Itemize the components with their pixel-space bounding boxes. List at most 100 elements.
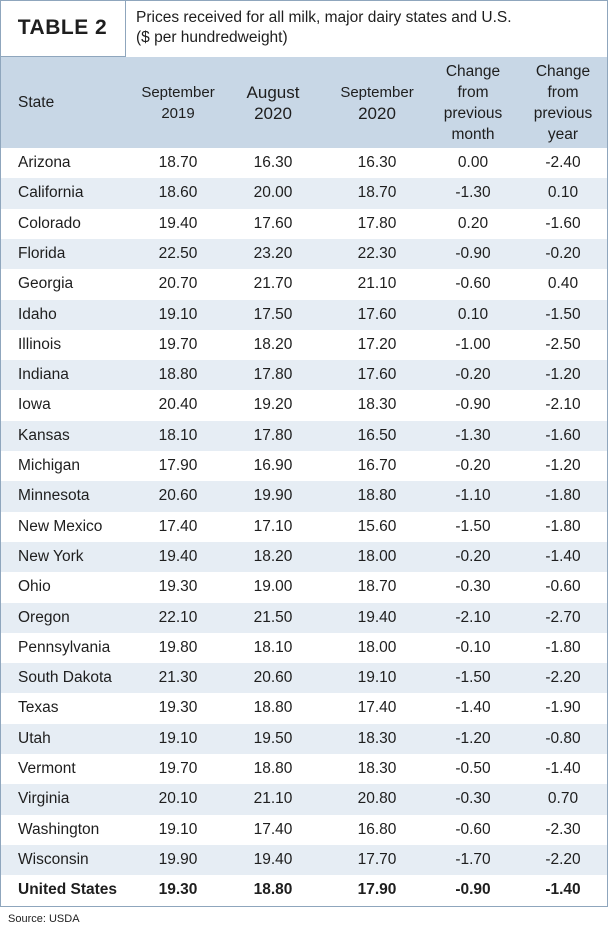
- table-cell: 18.20: [253, 547, 293, 565]
- table-cell: 22.30: [357, 244, 397, 262]
- table-cell: 18.30: [357, 760, 397, 777]
- table-row: South Dakota 21.30 20.60 19.10 -1.50 -2.20: [1, 663, 607, 694]
- heading-line: Change: [445, 62, 501, 80]
- table-cell: 21.70: [253, 275, 293, 293]
- table-cell: 19.90: [158, 850, 198, 868]
- table-cell: -2.50: [545, 335, 581, 353]
- table-cell: -1.80: [545, 638, 581, 656]
- table-cell: 0.10: [457, 305, 489, 323]
- table-cell: 23.20: [253, 244, 293, 262]
- table-cell: 18.70: [357, 578, 397, 596]
- heading-line: year: [547, 125, 579, 143]
- table-row: Colorado 19.40 17.60 17.80 0.20 -1.60: [1, 209, 607, 239]
- table-cell: 18.70: [158, 154, 198, 171]
- table-cell: -1.20: [545, 366, 581, 384]
- table-cell: -0.20: [455, 547, 491, 565]
- table-cell: 17.80: [253, 366, 293, 384]
- table-cell: -1.70: [455, 850, 491, 868]
- table-row: Pennsylvania 19.80 18.10 18.00 -0.10 -1.80: [1, 633, 607, 663]
- row-label: Texas: [18, 699, 59, 717]
- column-heading: September 2019: [128, 57, 228, 148]
- table-cell: -1.40: [545, 881, 581, 899]
- table-cell: -2.30: [545, 820, 581, 838]
- table-cell: 16.80: [357, 820, 397, 838]
- table-cell: 19.30: [158, 881, 198, 899]
- table-row: Florida 22.50 23.20 22.30 -0.90 -0.20: [1, 238, 607, 270]
- table-cell: -1.30: [455, 184, 491, 202]
- table-cell: 18.80: [253, 699, 293, 717]
- heading-line: month: [451, 125, 495, 143]
- table-cell: -0.90: [455, 881, 491, 899]
- table-cell: 0.70: [547, 790, 579, 808]
- table-cell: 20.60: [253, 669, 293, 687]
- table-cell: 19.10: [357, 669, 397, 687]
- table-cell: -0.90: [455, 244, 491, 262]
- table-row: Wisconsin 19.90 19.40 17.70 -1.70 -2.20: [1, 844, 607, 876]
- row-label: Pennsylvania: [18, 638, 111, 656]
- table-cell: 0.20: [457, 214, 489, 232]
- table-row: Vermont 19.70 18.80 18.30 -0.50 -1.40: [1, 754, 607, 784]
- table-cell: -0.30: [455, 790, 491, 808]
- table-row: Iowa 20.40 19.20 18.30 -0.90 -2.10: [1, 390, 607, 420]
- title-line: ($ per hundredweight): [136, 29, 288, 46]
- table-cell: -0.20: [545, 244, 581, 262]
- row-label: Arizona: [18, 154, 71, 171]
- table-row: California 18.60 20.00 18.70 -1.30 0.10: [1, 178, 607, 209]
- column-heading: Change from previous year: [513, 57, 610, 148]
- table-cell: 20.70: [158, 275, 198, 293]
- table-row: Georgia 20.70 21.70 21.10 -0.60 0.40: [1, 269, 607, 299]
- row-label: Ohio: [18, 578, 51, 596]
- table-cell: -2.10: [455, 608, 491, 626]
- table-cell: 17.40: [158, 517, 198, 535]
- heading-line: September: [141, 83, 215, 101]
- table-cell: 21.50: [253, 608, 293, 626]
- table-cell: -2.40: [545, 154, 581, 171]
- table-cell: -1.40: [455, 699, 491, 717]
- table-cell: 18.00: [357, 638, 397, 656]
- table-cell: 17.90: [158, 457, 198, 474]
- table-label: TABLE 2: [0, 0, 126, 57]
- table-cell: 19.20: [253, 396, 293, 414]
- column-heading: August 2020: [223, 57, 323, 148]
- table-cell: -1.50: [545, 305, 581, 323]
- table-cell: 17.70: [357, 850, 397, 868]
- table-cell: -1.50: [455, 669, 491, 687]
- row-label: Florida: [18, 244, 66, 262]
- table-cell: -0.60: [545, 578, 581, 596]
- table-cell: 0.10: [547, 184, 579, 202]
- table-cell: 19.40: [357, 608, 397, 626]
- table-cell: 19.10: [158, 729, 198, 747]
- row-label: Indiana: [18, 366, 69, 384]
- table-cell: -0.60: [455, 275, 491, 293]
- table-cell: 19.40: [253, 850, 293, 868]
- table-cell: -2.70: [545, 608, 581, 626]
- table-cell: 17.50: [253, 305, 293, 323]
- table-cell: -2.20: [545, 669, 581, 687]
- table-cell: 20.10: [158, 790, 198, 808]
- table-cell: 16.30: [357, 154, 397, 171]
- heading-line: previous: [533, 104, 593, 122]
- table-cell: -1.60: [545, 426, 581, 444]
- heading-line: from: [547, 83, 579, 101]
- table-cell: -1.10: [455, 487, 491, 505]
- table-cell: 18.10: [158, 426, 198, 444]
- table-cell: 19.10: [158, 305, 198, 323]
- table-cell: -1.60: [545, 214, 581, 232]
- column-heading: Change from previous month: [423, 57, 523, 148]
- table-cell: 18.80: [357, 487, 397, 505]
- table-cell: 21.10: [357, 275, 397, 293]
- table-cell: 20.40: [158, 396, 198, 414]
- table-cell: -0.10: [455, 638, 491, 656]
- table-row: Utah 19.10 19.50 18.30 -1.20 -0.80: [1, 723, 607, 754]
- table-cell: 17.60: [357, 366, 397, 384]
- table-cell: 18.60: [158, 184, 198, 202]
- table-cell: 18.80: [158, 366, 198, 384]
- row-label: Vermont: [18, 760, 76, 777]
- row-label: Minnesota: [18, 487, 90, 505]
- table-cell: 19.40: [158, 547, 198, 565]
- heading-line: August: [246, 82, 300, 102]
- table-row: New York 19.40 18.20 18.00 -0.20 -1.40: [1, 541, 607, 573]
- table-cell: -0.90: [455, 396, 491, 414]
- table-cell: -1.50: [455, 517, 491, 535]
- heading-line: 2020: [254, 103, 292, 123]
